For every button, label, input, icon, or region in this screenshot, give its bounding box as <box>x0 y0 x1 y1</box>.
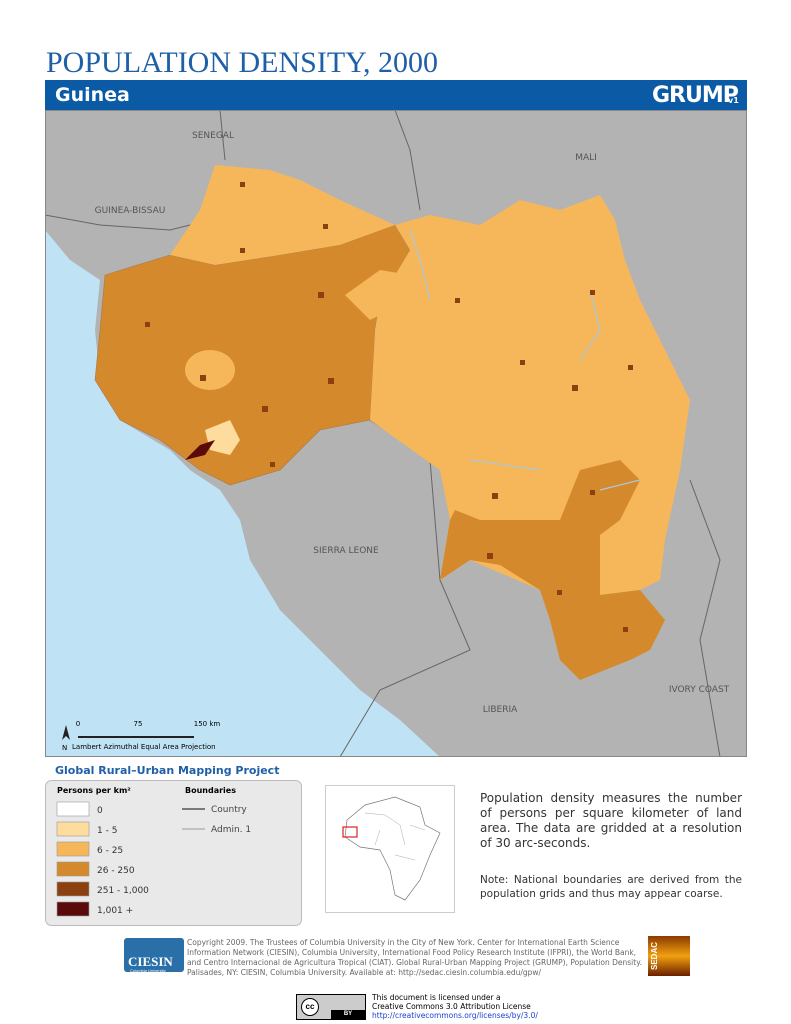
river <box>409 229 641 491</box>
description: Population density measures the number o… <box>480 791 742 850</box>
license: This document is licensed under a Creati… <box>372 993 538 1020</box>
title: POPULATION DENSITY, 2000 <box>46 46 438 79</box>
legend-label: 26 - 250 <box>97 866 135 876</box>
license-line: This document is licensed under a <box>372 993 501 1002</box>
legend-swatch <box>56 801 90 817</box>
africa <box>344 796 441 901</box>
boundaries-heading: Boundaries <box>185 786 236 795</box>
cc-badge: cc BY <box>296 994 366 1020</box>
ciesin-name: CIESIN <box>128 954 173 969</box>
map-label: SIERRA LEONE <box>313 546 379 556</box>
inset-borders <box>364 812 426 861</box>
grump-logo: GRUMP <box>652 83 739 108</box>
legend-label: 1 - 5 <box>97 826 117 836</box>
by-label: BY <box>331 1010 365 1019</box>
region <box>185 350 235 390</box>
boundary-label: Admin. 1 <box>211 825 251 835</box>
license-url: http://creativecommons.org/licenses/by/3… <box>372 1011 538 1020</box>
border <box>219 110 421 211</box>
legend-label: 6 - 25 <box>97 846 123 856</box>
legend-heading: Persons per km² <box>57 786 131 795</box>
map-label: SENEGAL <box>192 131 234 141</box>
boundary-label: Country <box>211 805 247 815</box>
grump-version: v1 <box>728 96 739 105</box>
legend-label: 251 - 1,000 <box>97 886 149 896</box>
legend-swatch <box>56 841 90 857</box>
projection: Lambert Azimuthal Equal Area Projection <box>72 743 216 751</box>
map-label: LIBERIA <box>483 705 518 715</box>
region <box>170 165 395 265</box>
north-label: N <box>62 744 67 752</box>
ocean <box>45 230 440 757</box>
scale-tick: 0 <box>76 720 80 728</box>
ciesin-logo: CIESIN Columbia University <box>124 938 184 973</box>
note: Note: National boundaries are derived fr… <box>480 874 742 900</box>
region <box>440 460 665 680</box>
inset-map <box>325 785 455 913</box>
header-bar: Guinea GRUMP v1 <box>45 80 747 110</box>
sedac-name: SEDAC <box>650 941 659 970</box>
legend-swatch <box>56 881 90 897</box>
cc-icon: cc <box>301 998 319 1016</box>
country-name: Guinea <box>55 84 130 106</box>
north-arrow <box>62 725 70 740</box>
sedac-logo: SEDAC <box>648 936 690 976</box>
project-name: Global Rural–Urban Mapping Project <box>55 764 280 777</box>
copyright: Copyright 2009. The Trustees of Columbia… <box>187 938 642 977</box>
legend-label: 1,001 + <box>97 906 133 916</box>
license-line: Creative Commons 3.0 Attribution License <box>372 1002 531 1011</box>
scale-tick: 150 km <box>194 720 221 728</box>
legend-label: 0 <box>97 806 103 816</box>
legend-box <box>45 780 302 926</box>
frame <box>45 110 747 757</box>
scale-tick: 75 <box>134 720 143 728</box>
legend-swatch <box>56 821 90 837</box>
region <box>205 420 240 455</box>
region <box>345 270 410 320</box>
ciesin-sub: Columbia University <box>130 968 166 973</box>
legend-swatch <box>56 901 90 917</box>
map: SENEGAL MALI GUINEA-BISSAU SIERRA LEONE … <box>45 110 747 757</box>
capital <box>185 440 215 460</box>
legend: Persons per km² Boundaries Country Admin… <box>45 780 302 926</box>
inset-extent <box>342 826 358 838</box>
map-label: IVORY COAST <box>669 685 730 695</box>
legend-swatch <box>56 861 90 877</box>
towns <box>145 182 633 632</box>
map-label: MALI <box>575 153 597 163</box>
map-label: GUINEA-BISSAU <box>95 206 166 216</box>
